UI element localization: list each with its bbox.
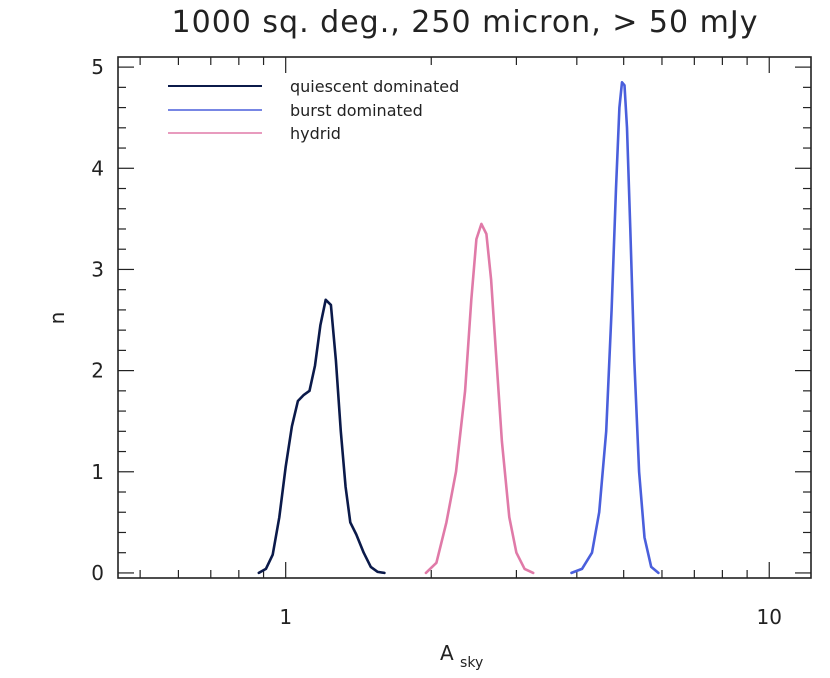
series-line-hydrid bbox=[424, 222, 535, 575]
x-tick-label: 10 bbox=[757, 605, 782, 629]
chart-title: 1000 sq. deg., 250 micron, > 50 mJy bbox=[172, 5, 759, 40]
series-lines bbox=[257, 81, 660, 575]
series-line-burst-dominated bbox=[570, 81, 660, 575]
axis-ticks bbox=[118, 57, 811, 578]
x-axis-label-main: A bbox=[440, 641, 454, 665]
x-tick-label: 1 bbox=[279, 605, 292, 629]
series-line-quiescent-dominated bbox=[257, 298, 386, 575]
plot-frame bbox=[117, 56, 812, 579]
y-tick-label: 3 bbox=[91, 257, 104, 281]
legend-label-hydrid: hydrid bbox=[290, 124, 341, 143]
legend: quiescent dominated burst dominated hydr… bbox=[168, 77, 459, 143]
tick-labels: 0 1 2 3 4 5 1 10 bbox=[91, 55, 782, 629]
y-tick-label: 1 bbox=[91, 460, 104, 484]
y-tick-label: 5 bbox=[91, 55, 104, 79]
legend-label-burst: burst dominated bbox=[290, 101, 423, 120]
y-tick-label: 4 bbox=[91, 156, 104, 180]
y-tick-label: 0 bbox=[91, 561, 104, 585]
y-tick-label: 2 bbox=[91, 359, 104, 383]
y-axis-label: n bbox=[45, 312, 69, 325]
x-axis-label-subscript: sky bbox=[460, 655, 483, 671]
legend-label-quiescent: quiescent dominated bbox=[290, 77, 459, 96]
x-axis-label: A sky bbox=[440, 641, 483, 671]
